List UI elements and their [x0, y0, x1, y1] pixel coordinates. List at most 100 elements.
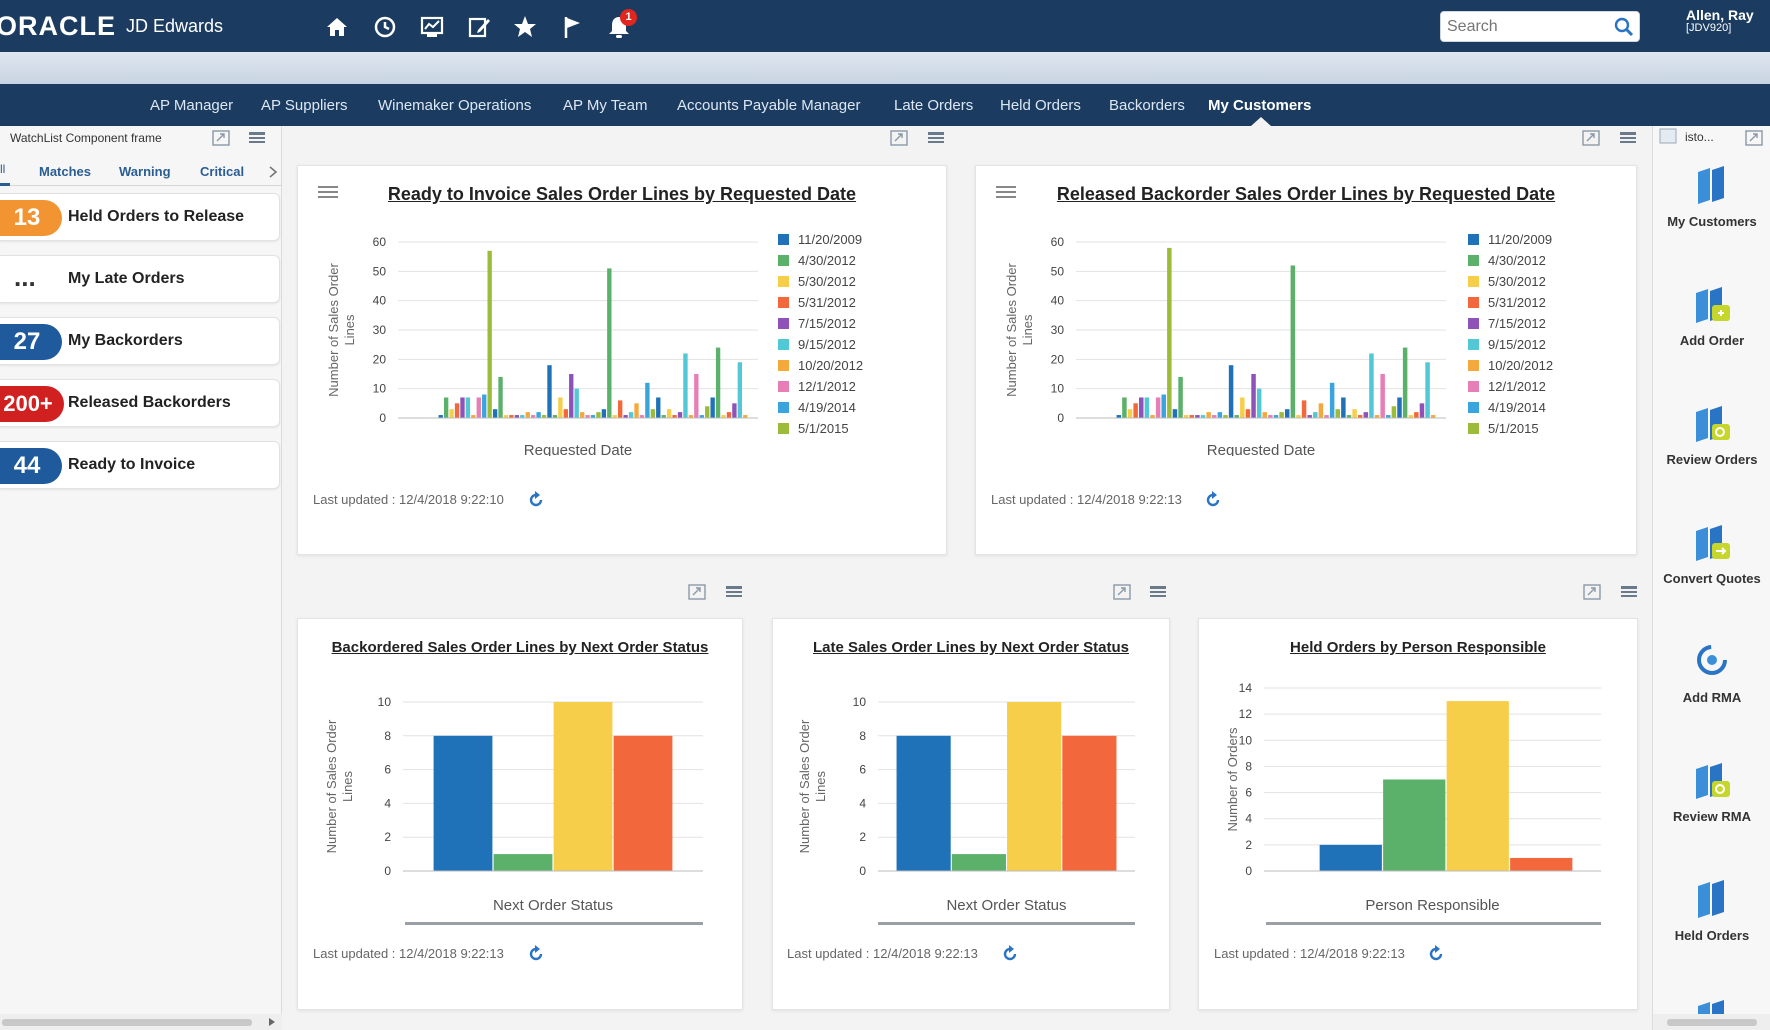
quick-links-scrollbar[interactable]: [1653, 1014, 1770, 1030]
chart-bar: [454, 403, 460, 418]
options-icon[interactable]: [1619, 130, 1637, 146]
scrollbar-thumb[interactable]: [2, 1019, 252, 1026]
options-icon[interactable]: [248, 130, 266, 146]
maximize-icon[interactable]: [212, 130, 230, 146]
doc-icon: [1698, 880, 1724, 918]
chart-bar: [1414, 412, 1419, 418]
chart-bar: [449, 409, 454, 418]
legend-label: 11/20/2009: [798, 232, 862, 247]
x-axis-label: Requested Date: [524, 442, 632, 456]
hamburger-menu-icon[interactable]: [318, 184, 340, 200]
chart-title[interactable]: Held Orders by Person Responsible: [1290, 639, 1546, 656]
watchlist-item-released-backorders[interactable]: 200+ Released Backorders: [0, 379, 280, 427]
chart-title[interactable]: Released Backorder Sales Order Lines by …: [1056, 184, 1556, 204]
tab-ap-suppliers[interactable]: AP Suppliers: [261, 97, 348, 114]
refresh-icon[interactable]: [1427, 945, 1445, 963]
filter-matches[interactable]: Matches: [39, 164, 92, 179]
scroll-right-icon[interactable]: [268, 166, 278, 178]
options-icon[interactable]: [1620, 584, 1638, 600]
scroll-right-arrow-icon[interactable]: [268, 1017, 276, 1027]
options-icon[interactable]: [725, 584, 743, 600]
maximize-icon[interactable]: [1583, 584, 1601, 600]
options-icon[interactable]: [927, 130, 945, 146]
search-icon[interactable]: [1613, 16, 1635, 38]
filter-warning[interactable]: Warning: [119, 164, 171, 179]
chart-bar: [710, 397, 715, 418]
quick-link-held-orders[interactable]: Held Orders: [1653, 878, 1770, 943]
doc-review-icon: [1696, 763, 1730, 799]
y-axis-label: Number of Sales Order: [1004, 263, 1019, 397]
reports-icon[interactable]: [419, 14, 445, 40]
quick-link-add-order[interactable]: Add Order: [1653, 283, 1770, 348]
refresh-icon[interactable]: [1001, 945, 1019, 963]
tab-my-customers[interactable]: My Customers: [1208, 97, 1312, 114]
filter-all[interactable]: ll: [0, 162, 10, 186]
chart-bar: [1402, 347, 1408, 418]
y-tick-label: 0: [384, 864, 391, 878]
search-input[interactable]: [1447, 16, 1607, 38]
y-tick-label: 10: [1239, 733, 1253, 747]
watchlist-item-ready-to-invoice[interactable]: 44 Ready to Invoice: [0, 441, 280, 489]
tab-held-orders[interactable]: Held Orders: [1000, 97, 1081, 114]
y-tick-label: 2: [859, 830, 866, 844]
chart-bar: [503, 415, 509, 418]
watchlist-item-held-orders-to-release[interactable]: 13 Held Orders to Release: [0, 193, 280, 241]
options-icon[interactable]: [1149, 584, 1167, 600]
chart-bar: [1268, 415, 1273, 418]
refresh-icon[interactable]: [527, 945, 545, 963]
quick-link-label: My Customers: [1667, 214, 1757, 229]
legend-swatch: [778, 234, 789, 245]
edit-icon[interactable]: [466, 14, 492, 40]
watchlist-scrollbar[interactable]: [0, 1014, 282, 1030]
quick-link-label: Convert Quotes: [1663, 571, 1761, 586]
tab-accounts-payable-manager[interactable]: Accounts Payable Manager: [677, 97, 861, 114]
chart-bar: [1386, 415, 1391, 418]
flag-icon[interactable]: [560, 14, 586, 40]
quick-link-review-orders[interactable]: Review Orders: [1653, 402, 1770, 467]
chart-bar: [1183, 415, 1189, 418]
chart-bar: [683, 353, 688, 418]
maximize-icon[interactable]: [1745, 130, 1763, 146]
search-box[interactable]: [1440, 11, 1640, 42]
maximize-icon[interactable]: [1582, 130, 1600, 146]
refresh-icon[interactable]: [1204, 491, 1222, 509]
hamburger-menu-icon[interactable]: [996, 184, 1018, 200]
maximize-icon[interactable]: [890, 130, 908, 146]
x-axis-label: Person Responsible: [1365, 897, 1499, 914]
quick-link-add-rma[interactable]: Add RMA: [1653, 640, 1770, 705]
y-tick-label: 6: [384, 763, 391, 777]
scrollbar-thumb[interactable]: [1667, 1019, 1757, 1026]
chart-title[interactable]: Backordered Sales Order Lines by Next Or…: [331, 639, 709, 656]
legend-label: 11/20/2009: [1488, 232, 1552, 247]
watchlist-item-my-backorders[interactable]: 27 My Backorders: [0, 317, 280, 365]
maximize-icon[interactable]: [688, 584, 706, 600]
x-axis-label: Next Order Status: [946, 897, 1066, 914]
quick-link-convert-quotes[interactable]: Convert Quotes: [1653, 521, 1770, 586]
user-menu[interactable]: Allen, Ray [JDV920]: [1686, 8, 1754, 35]
refresh-icon[interactable]: [527, 491, 545, 509]
tab-ap-my-team[interactable]: AP My Team: [563, 97, 648, 114]
watchlist-item-my-late-orders[interactable]: ... My Late Orders: [0, 255, 280, 303]
chart-bar: [1228, 365, 1234, 418]
quick-link-my-customers[interactable]: My Customers: [1653, 164, 1770, 229]
chart-bar: [1383, 779, 1446, 871]
maximize-icon[interactable]: [1113, 584, 1131, 600]
panel-collapse-icon[interactable]: [1659, 128, 1677, 144]
brand-logo[interactable]: ORACLE JD Edwards: [0, 10, 223, 42]
y-tick-label: 20: [373, 352, 387, 366]
tab-backorders[interactable]: Backorders: [1109, 97, 1185, 114]
recent-icon[interactable]: [372, 14, 398, 40]
chart-title[interactable]: Late Sales Order Lines by Next Order Sta…: [813, 639, 1129, 656]
chart-bar: [639, 415, 645, 418]
tab-ap-manager[interactable]: AP Manager: [150, 97, 234, 114]
chart-title[interactable]: Ready to Invoice Sales Order Lines by Re…: [387, 184, 857, 204]
tab-late-orders[interactable]: Late Orders: [894, 97, 974, 114]
chart-bar: [498, 376, 503, 418]
quick-link-review-rma[interactable]: Review RMA: [1653, 759, 1770, 824]
tab-winemaker-operations[interactable]: Winemaker Operations: [378, 97, 532, 114]
top-bar: ORACLE JD Edwards 1 Allen, Ray [JDV920]: [0, 0, 1770, 52]
favorites-icon[interactable]: [512, 14, 538, 40]
chart-bar: [460, 397, 465, 418]
home-icon[interactable]: [324, 14, 350, 40]
filter-critical[interactable]: Critical: [200, 164, 245, 179]
